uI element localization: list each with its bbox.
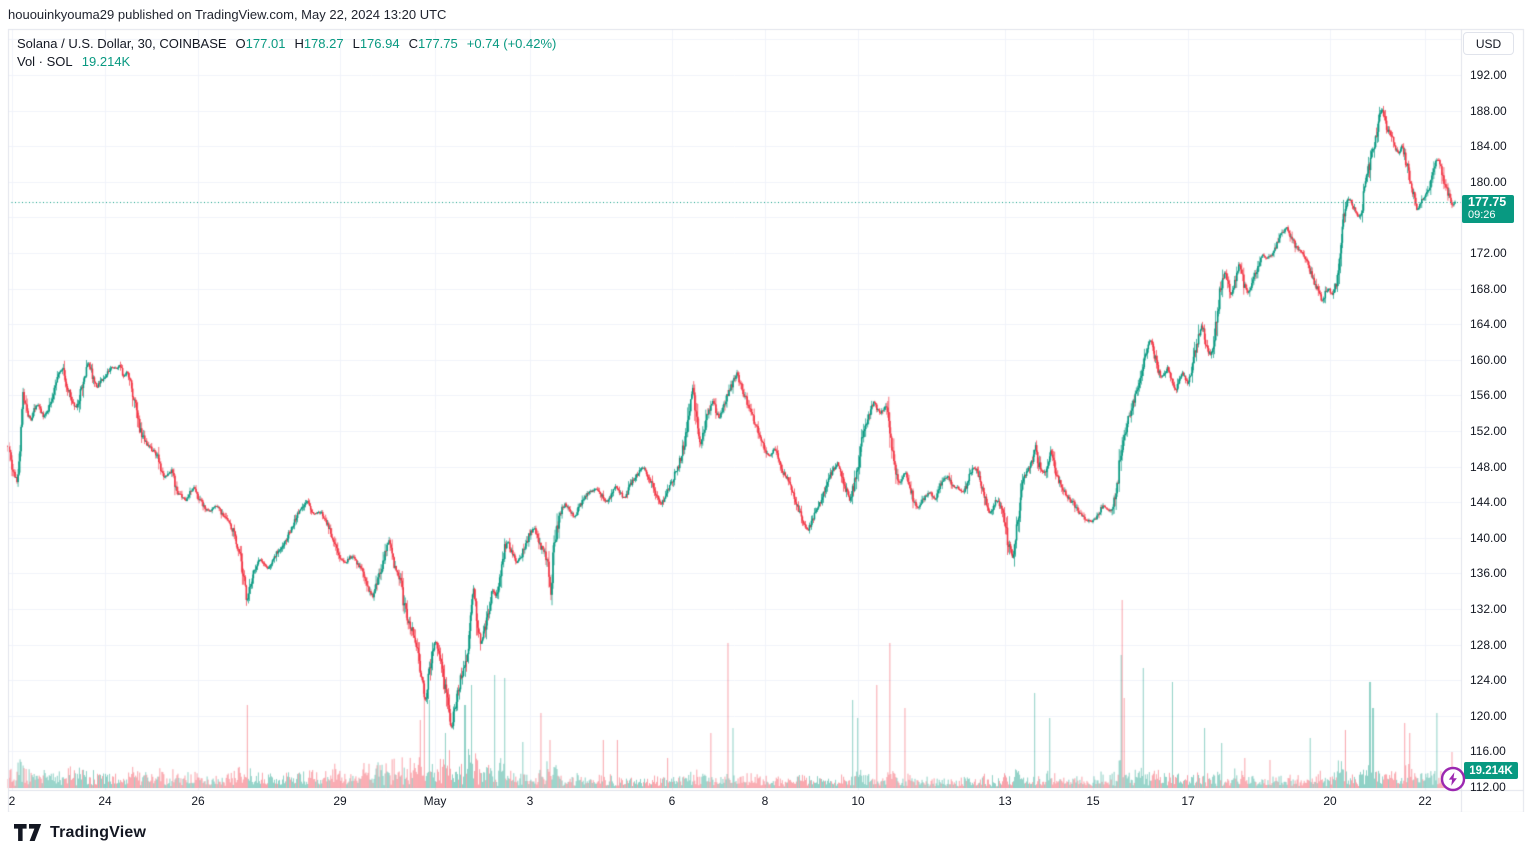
attribution-text: hououinkyouma29 published on TradingView… bbox=[8, 7, 447, 22]
price-axis-label: 180.00 bbox=[1470, 174, 1507, 189]
bar-countdown: 09:26 bbox=[1468, 208, 1496, 221]
time-axis-label: 3 bbox=[526, 794, 534, 808]
price-axis-label: 124.00 bbox=[1470, 673, 1507, 688]
currency-usd-label: USD bbox=[1475, 36, 1502, 51]
price-axis-label: 140.00 bbox=[1470, 530, 1507, 545]
legend-symbol-row: Solana / U.S. Dollar, 30, COINBASE O177.0… bbox=[17, 36, 556, 51]
lightning-icon bbox=[1448, 772, 1457, 786]
price-axis-label: 148.00 bbox=[1470, 459, 1507, 474]
last-price-badge: 177.75 09:26 bbox=[1462, 194, 1514, 223]
tradingview-logo-icon[interactable] bbox=[14, 824, 42, 842]
boost-lightning-button[interactable] bbox=[1439, 765, 1467, 793]
chart-legend: Solana / U.S. Dollar, 30, COINBASE O177.0… bbox=[17, 36, 556, 69]
ohlc-values: O177.01 H178.27 L176.94 C177.75 bbox=[236, 36, 458, 51]
time-axis-label: 26 bbox=[191, 794, 205, 808]
last-price-value: 177.75 bbox=[1468, 194, 1507, 209]
price-axis-label: 184.00 bbox=[1470, 139, 1507, 154]
ohlc-item: H178.27 bbox=[294, 36, 344, 51]
time-axis-label: 2 bbox=[8, 794, 16, 808]
footer-bar: TradingView bbox=[0, 812, 1534, 854]
price-axis-label: 172.00 bbox=[1470, 246, 1507, 260]
price-axis-label: 168.00 bbox=[1470, 281, 1507, 296]
ohlc-item: L176.94 bbox=[352, 36, 400, 51]
price-axis-label: 188.00 bbox=[1470, 103, 1507, 118]
price-axis-label: 128.00 bbox=[1470, 637, 1507, 652]
time-axis-label: 24 bbox=[98, 794, 112, 808]
price-axis-label: 156.00 bbox=[1470, 388, 1507, 403]
legend-volume-row: Vol · SOL 19.214K bbox=[17, 54, 556, 69]
price-axis-label: 160.00 bbox=[1470, 352, 1507, 367]
attribution-bar: hououinkyouma29 published on TradingView… bbox=[8, 7, 446, 22]
price-axis-label: 164.00 bbox=[1470, 317, 1507, 332]
time-axis-label: 15 bbox=[1086, 794, 1100, 808]
time-axis-label: 17 bbox=[1181, 794, 1195, 808]
ohlc-item: O177.01 bbox=[235, 36, 286, 51]
time-axis-label: 8 bbox=[761, 794, 769, 808]
change-value: +0.74 (+0.42%) bbox=[466, 36, 557, 51]
price-axis-label: 112.00 bbox=[1470, 780, 1506, 794]
price-axis-label: 192.00 bbox=[1470, 68, 1507, 82]
time-axis-label: 13 bbox=[998, 794, 1012, 808]
symbol-title: Solana / U.S. Dollar, 30, COINBASE bbox=[17, 36, 227, 51]
time-axis-label: 10 bbox=[851, 794, 865, 808]
price-axis-label: 120.00 bbox=[1470, 708, 1507, 723]
volume-value: 19.214K bbox=[81, 54, 131, 69]
volume-value-badge: 19.214K bbox=[1464, 762, 1518, 779]
price-axis-label: 116.00 bbox=[1470, 744, 1506, 759]
time-axis-label: May bbox=[423, 794, 447, 808]
price-axis-label: 136.00 bbox=[1470, 566, 1507, 581]
volume-label: Vol · SOL bbox=[17, 54, 73, 69]
time-axis-label: 6 bbox=[668, 794, 676, 808]
price-axis-label: 132.00 bbox=[1470, 602, 1507, 616]
price-axis-label: 144.00 bbox=[1470, 495, 1507, 510]
price-scale[interactable]: 192.00 188.00 184.00 180.00 172.00 168.00 164.… bbox=[1462, 29, 1523, 794]
price-axis-label: 152.00 bbox=[1470, 424, 1507, 438]
time-axis-label: 20 bbox=[1323, 794, 1337, 808]
ohlc-item: C177.75 bbox=[408, 36, 458, 51]
time-scale[interactable]: 2 24 26 29 May 3 6 8 10 13 15 17 20 22 bbox=[8, 791, 1461, 812]
currency-usd-button[interactable]: USD bbox=[1463, 32, 1514, 55]
time-axis-label: 22 bbox=[1418, 794, 1432, 808]
time-axis-label: 29 bbox=[333, 794, 347, 808]
tradingview-brand-text[interactable]: TradingView bbox=[50, 824, 147, 841]
